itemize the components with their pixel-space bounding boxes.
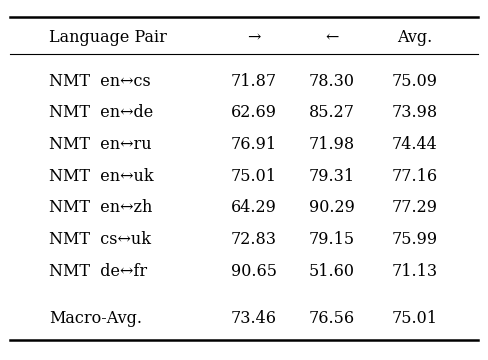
Text: NMT  en↔ru: NMT en↔ru <box>49 136 151 153</box>
Text: 79.31: 79.31 <box>309 167 355 185</box>
Text: 77.16: 77.16 <box>392 167 438 185</box>
Text: 90.29: 90.29 <box>309 199 355 216</box>
Text: Language Pair: Language Pair <box>49 29 167 46</box>
Text: 75.99: 75.99 <box>392 231 438 248</box>
Text: 77.29: 77.29 <box>392 199 438 216</box>
Text: 62.69: 62.69 <box>231 104 277 121</box>
Text: 51.60: 51.60 <box>309 262 355 280</box>
Text: 73.98: 73.98 <box>392 104 438 121</box>
Text: 76.56: 76.56 <box>309 310 355 327</box>
Text: 75.01: 75.01 <box>231 167 277 185</box>
Text: 64.29: 64.29 <box>231 199 277 216</box>
Text: 73.46: 73.46 <box>231 310 277 327</box>
Text: NMT  en↔zh: NMT en↔zh <box>49 199 152 216</box>
Text: 75.09: 75.09 <box>392 72 438 90</box>
Text: 85.27: 85.27 <box>309 104 355 121</box>
Text: Avg.: Avg. <box>397 29 432 46</box>
Text: 79.15: 79.15 <box>309 231 355 248</box>
Text: →: → <box>247 29 261 46</box>
Text: 76.91: 76.91 <box>231 136 277 153</box>
Text: 90.65: 90.65 <box>231 262 277 280</box>
Text: NMT  en↔uk: NMT en↔uk <box>49 167 153 185</box>
Text: 78.30: 78.30 <box>309 72 355 90</box>
Text: 75.01: 75.01 <box>392 310 438 327</box>
Text: 71.87: 71.87 <box>231 72 277 90</box>
Text: 71.98: 71.98 <box>309 136 355 153</box>
Text: ←: ← <box>325 29 339 46</box>
Text: 72.83: 72.83 <box>231 231 277 248</box>
Text: NMT  en↔cs: NMT en↔cs <box>49 72 151 90</box>
Text: NMT  en↔de: NMT en↔de <box>49 104 153 121</box>
Text: 74.44: 74.44 <box>392 136 438 153</box>
Text: NMT  cs↔uk: NMT cs↔uk <box>49 231 151 248</box>
Text: NMT  de↔fr: NMT de↔fr <box>49 262 147 280</box>
Text: Macro-Avg.: Macro-Avg. <box>49 310 142 327</box>
Text: 71.13: 71.13 <box>392 262 438 280</box>
